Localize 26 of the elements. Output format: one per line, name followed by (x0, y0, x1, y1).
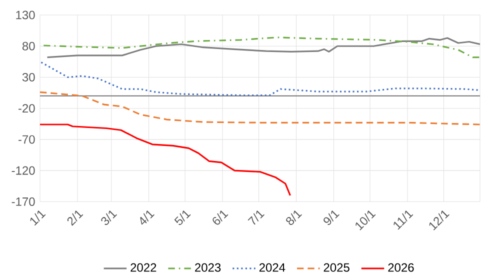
x-tick-label: 3/1 (101, 210, 118, 226)
x-tick-label: 4/1 (140, 210, 155, 225)
y-tick-label: -120 (12, 166, 35, 175)
y-tick-label: -70 (18, 135, 35, 144)
x-tick-label: 2/1 (67, 210, 84, 226)
line-series (40, 124, 292, 196)
x-tick-label: 9/1 (324, 210, 340, 226)
x-tick-label: 12/1 (429, 210, 450, 230)
x-tick-label: 7/1 (248, 210, 265, 225)
line-series (40, 61, 480, 96)
y-tick-label: -170 (12, 197, 35, 206)
legend-label: 2025 (324, 263, 350, 272)
x-tick-label: 6/1 (212, 210, 228, 225)
x-tick-label: 10/1 (356, 210, 376, 230)
y-tick-label: 80 (22, 42, 35, 50)
y-tick-label: -20 (18, 104, 35, 113)
x-tick-label: 5/1 (174, 210, 191, 226)
y-tick-label: 30 (22, 72, 35, 82)
x-tick-label: 11/1 (394, 210, 414, 230)
legend-label: 2022 (130, 263, 156, 272)
x-tick-label: 1/1 (30, 210, 46, 226)
legend-label: 2023 (195, 263, 221, 272)
x-tick-label: 8/1 (286, 210, 302, 226)
legend-label: 2026 (388, 263, 414, 272)
y-tick-label: 130 (16, 10, 35, 20)
legend-label: 2024 (259, 263, 286, 272)
